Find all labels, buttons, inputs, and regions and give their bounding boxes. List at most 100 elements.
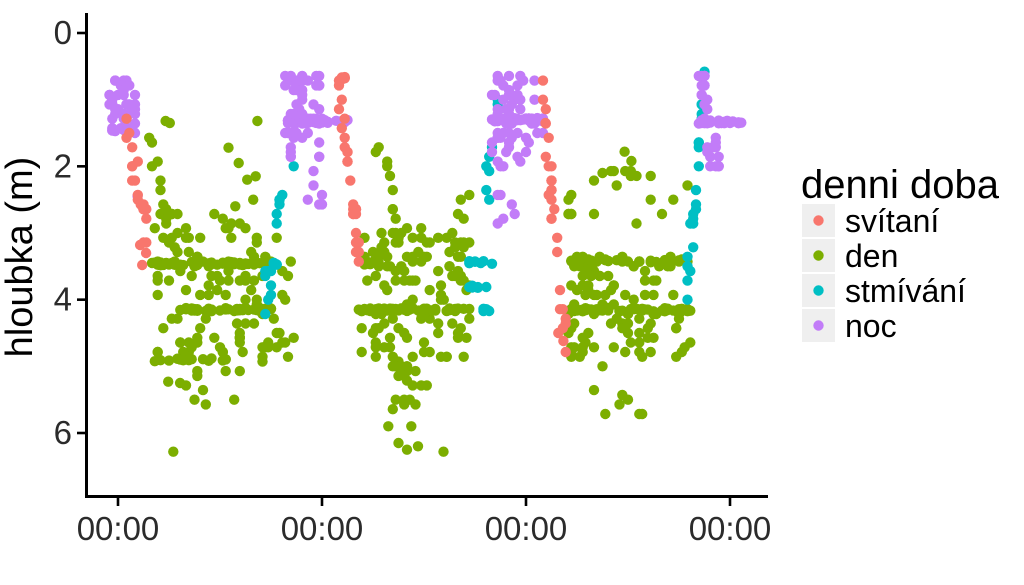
data-point xyxy=(246,284,257,296)
data-point xyxy=(682,261,693,272)
data-point xyxy=(441,305,452,317)
data-point xyxy=(124,127,135,139)
data-point xyxy=(625,337,636,348)
data-point xyxy=(399,265,410,277)
data-point xyxy=(121,113,132,124)
data-point xyxy=(206,353,217,364)
data-point xyxy=(583,284,594,296)
data-point xyxy=(302,127,313,139)
data-point xyxy=(164,117,175,129)
data-point xyxy=(240,223,251,234)
data-point xyxy=(543,132,554,143)
data-point xyxy=(645,318,656,329)
data-point xyxy=(693,161,704,172)
data-point xyxy=(209,208,220,220)
data-point xyxy=(424,284,435,296)
data-point xyxy=(444,246,455,258)
data-point xyxy=(407,275,418,286)
data-point xyxy=(223,275,234,286)
data-point xyxy=(174,377,186,389)
data-point xyxy=(546,175,557,186)
data-point xyxy=(180,223,192,234)
data-point xyxy=(240,318,251,329)
data-point xyxy=(362,275,373,286)
data-point xyxy=(197,384,209,396)
data-point xyxy=(404,394,415,405)
data-point xyxy=(645,194,656,205)
legend-dot-stmivani xyxy=(813,285,824,296)
series-noc xyxy=(104,70,747,229)
data-point xyxy=(412,441,424,452)
data-point xyxy=(418,337,430,348)
data-point xyxy=(384,332,396,343)
data-point xyxy=(435,280,447,291)
data-point xyxy=(350,246,362,258)
data-point xyxy=(512,89,523,101)
data-point xyxy=(560,313,571,324)
data-point xyxy=(152,289,163,301)
data-point xyxy=(240,270,251,282)
data-point xyxy=(124,80,135,91)
data-point xyxy=(546,213,557,224)
data-point xyxy=(549,204,560,215)
data-point xyxy=(529,75,540,86)
data-point xyxy=(597,167,608,179)
data-point xyxy=(220,303,231,315)
data-point xyxy=(452,265,464,277)
data-point xyxy=(251,294,262,305)
data-point xyxy=(280,80,291,91)
data-point xyxy=(200,399,211,410)
data-point xyxy=(699,80,710,91)
data-point xyxy=(282,351,294,362)
data-point xyxy=(597,361,608,372)
data-point xyxy=(231,303,243,315)
data-point xyxy=(416,223,427,234)
legend-label-noc: noc xyxy=(845,308,897,344)
data-point xyxy=(656,208,668,220)
legend-item-stmivani: stmívání xyxy=(802,273,966,309)
legend-dot-den xyxy=(813,250,824,261)
data-point xyxy=(690,184,702,196)
data-point xyxy=(588,384,600,396)
y-axis-title: hloubka (m) xyxy=(0,157,41,358)
data-point xyxy=(268,313,279,324)
data-point xyxy=(229,394,240,405)
data-point xyxy=(370,342,381,353)
data-point xyxy=(288,84,299,96)
data-point xyxy=(430,305,441,316)
data-point xyxy=(373,257,384,268)
data-point xyxy=(401,332,413,343)
data-point xyxy=(558,335,569,347)
data-point xyxy=(348,199,359,210)
data-point xyxy=(540,151,551,162)
data-point xyxy=(639,265,651,277)
data-point xyxy=(379,237,390,248)
x-tick-label: 00:00 xyxy=(77,510,160,547)
data-point xyxy=(407,303,418,314)
legend-dot-noc xyxy=(813,320,824,331)
data-point xyxy=(458,242,469,253)
data-point xyxy=(223,257,234,268)
data-point xyxy=(175,259,186,270)
data-point xyxy=(135,199,146,210)
data-point xyxy=(137,259,148,271)
data-point xyxy=(149,223,160,234)
data-point xyxy=(390,394,401,405)
data-point xyxy=(183,246,194,258)
data-point xyxy=(141,213,152,224)
data-point xyxy=(438,446,449,457)
data-point xyxy=(271,342,282,353)
x-tick-label: 00:00 xyxy=(485,510,568,547)
data-point xyxy=(634,256,645,267)
data-point xyxy=(251,237,262,248)
series-svítaní xyxy=(121,71,571,358)
data-point xyxy=(393,305,404,316)
data-point xyxy=(554,304,566,315)
data-point xyxy=(486,258,498,269)
data-point xyxy=(336,94,347,105)
data-point xyxy=(257,356,268,367)
data-point xyxy=(217,213,228,224)
data-point xyxy=(478,304,489,315)
data-point xyxy=(393,323,404,334)
data-point xyxy=(342,146,353,158)
